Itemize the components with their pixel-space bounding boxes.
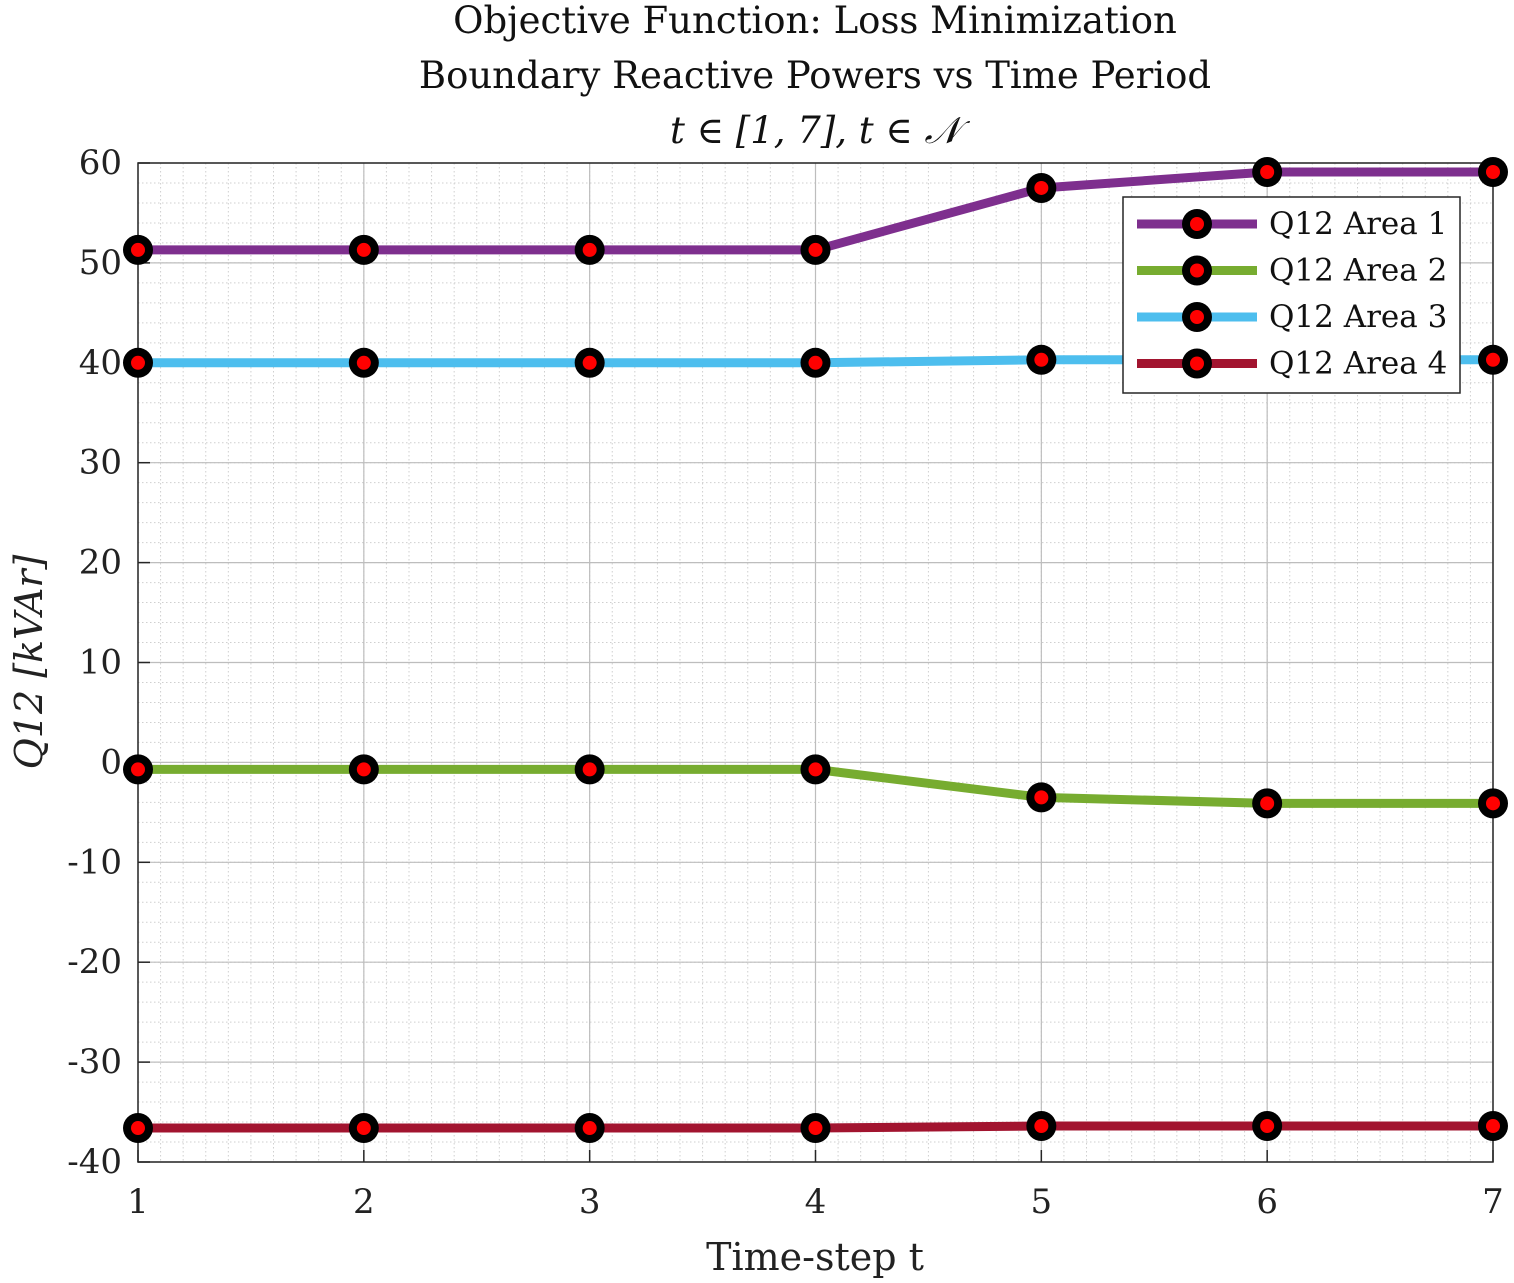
y-tick-label: 60 [79, 143, 122, 183]
x-tick-label: 6 [1256, 1182, 1278, 1222]
marker-face [356, 355, 371, 370]
y-tick-label: 40 [79, 343, 122, 383]
data-point [800, 1113, 831, 1144]
x-tick-label: 7 [1482, 1182, 1504, 1222]
marker-face [131, 762, 145, 777]
data-point [1478, 788, 1508, 819]
legend: Q12 Area 1 Q12 Area 2 Q12 Area 3 Q12 Area 4 [1122, 196, 1461, 394]
marker-face [1034, 790, 1049, 805]
legend-marker-face [1190, 356, 1204, 371]
data-point [1478, 1111, 1508, 1142]
data-point [800, 754, 831, 785]
data-point [123, 347, 153, 378]
marker-face [808, 1121, 823, 1136]
data-point [1026, 344, 1057, 375]
data-point [123, 1113, 153, 1144]
marker-face [1486, 796, 1500, 811]
data-point [348, 347, 379, 378]
legend-entry: Q12 Area 3 [1137, 299, 1447, 335]
legend-marker-face [1190, 310, 1204, 324]
data-point [800, 347, 831, 378]
legend-label: Q12 Area 1 [1269, 206, 1447, 242]
data-point [1026, 1111, 1057, 1142]
x-axis-label: Time-step t [706, 1235, 924, 1279]
x-tick-label: 1 [127, 1182, 149, 1222]
data-point [574, 347, 605, 378]
y-tick-label: -40 [67, 1142, 122, 1182]
x-tick-label: 4 [805, 1182, 827, 1222]
marker-face [1486, 164, 1500, 179]
marker-face [808, 355, 823, 370]
marker-face [582, 242, 597, 257]
marker-face [1034, 180, 1049, 195]
marker-face [131, 355, 145, 370]
marker-face [356, 242, 371, 257]
data-point [1252, 788, 1283, 819]
y-tick-label: -30 [67, 1042, 122, 1082]
legend-entry: Q12 Area 1 [1137, 206, 1447, 242]
data-point [574, 754, 605, 785]
data-point [1026, 172, 1057, 203]
legend-label: Q12 Area 3 [1269, 299, 1447, 335]
data-point [348, 754, 379, 785]
marker-face [1486, 352, 1500, 367]
data-point [1252, 156, 1283, 187]
marker-face [582, 355, 597, 370]
x-tick-label: 3 [579, 1182, 601, 1222]
marker-face [356, 1121, 371, 1136]
y-tick-label: 10 [79, 643, 122, 683]
y-tick-label: 0 [100, 742, 122, 782]
y-tick-label: -10 [67, 842, 122, 882]
data-point [574, 234, 605, 265]
data-point [123, 234, 153, 265]
marker-face [582, 1121, 597, 1136]
chart-title-line-2: Boundary Reactive Powers vs Time Period [419, 54, 1211, 97]
data-point [1478, 344, 1508, 375]
legend-entry: Q12 Area 2 [1137, 253, 1447, 289]
marker-face [1034, 1119, 1049, 1134]
marker-face [808, 762, 823, 777]
marker-face [1260, 796, 1275, 811]
x-tick-label: 5 [1031, 1182, 1053, 1222]
marker-face [582, 762, 597, 777]
marker-face [1260, 1119, 1275, 1134]
legend-marker-face [1190, 263, 1204, 278]
y-tick-label: 50 [79, 243, 122, 283]
data-point [348, 1113, 379, 1144]
data-point [1026, 782, 1057, 813]
data-point [123, 754, 153, 785]
legend-label: Q12 Area 2 [1269, 253, 1447, 289]
marker-face [356, 762, 371, 777]
marker-face [1034, 352, 1049, 367]
data-point [574, 1113, 605, 1144]
data-point [348, 234, 379, 265]
chart-title: Objective Function: Loss Minimization Bo… [419, 0, 1211, 152]
marker-face [131, 1121, 145, 1136]
legend-marker-face [1190, 217, 1204, 231]
marker-face [808, 242, 823, 257]
chart-title-line-3: t ∈ [1, 7], t ∈ 𝒩 [670, 109, 971, 152]
legend-label: Q12 Area 4 [1269, 346, 1447, 382]
marker-face [131, 242, 145, 257]
y-tick-label: -20 [67, 942, 122, 982]
data-point [800, 234, 831, 265]
marker-face [1486, 1119, 1500, 1134]
x-tick-label: 2 [353, 1182, 375, 1222]
legend-entry: Q12 Area 4 [1137, 346, 1447, 382]
y-tick-label: 30 [79, 443, 122, 483]
chart-title-line-1: Objective Function: Loss Minimization [453, 0, 1177, 42]
y-axis-label: Q12 [kVAr] [7, 554, 51, 769]
axis-ticks: 1 2 3 4 5 6 7 60 50 40 30 20 10 0 -10 -20 -30 -40 [67, 143, 1504, 1222]
y-tick-label: 20 [79, 543, 122, 583]
data-point [1478, 156, 1508, 187]
data-point [1252, 1111, 1283, 1142]
marker-face [1260, 164, 1275, 179]
